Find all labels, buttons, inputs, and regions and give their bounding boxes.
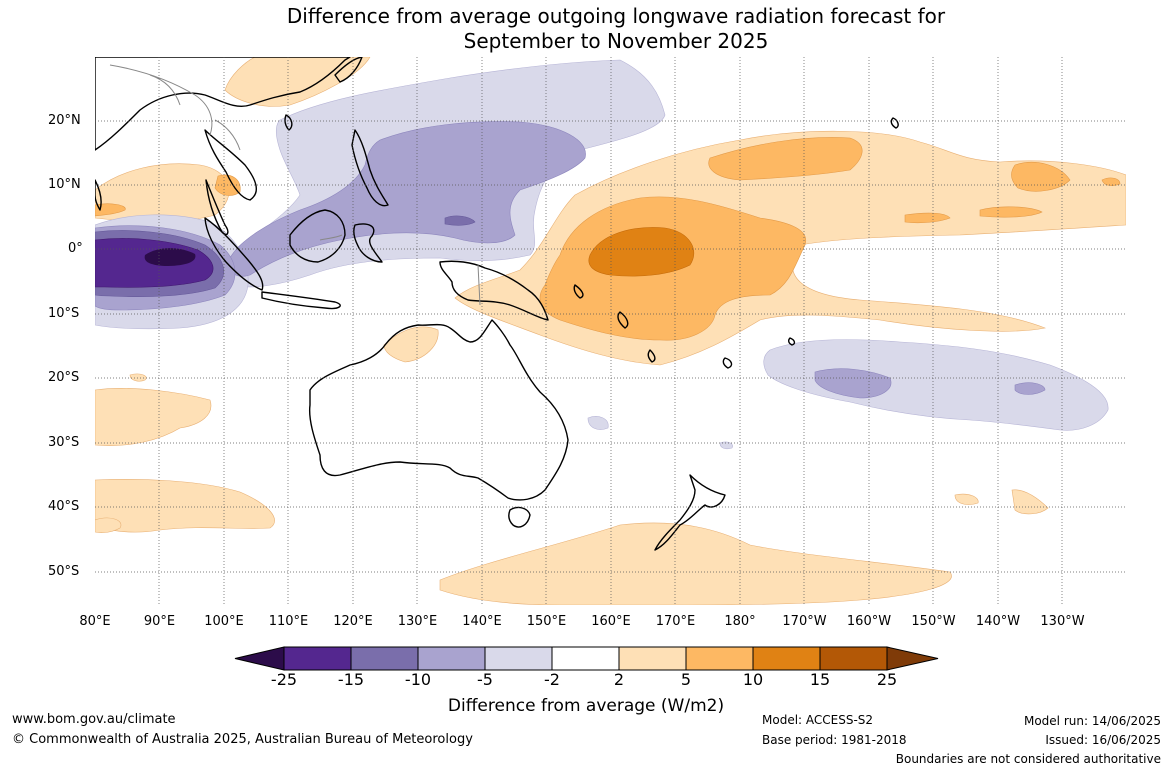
colorbar-swatch bbox=[350, 646, 419, 671]
lat-label-10n: 10°N bbox=[48, 177, 81, 192]
colorbar-swatch bbox=[685, 646, 754, 671]
model-run-text: Model run: 14/06/2025 bbox=[1023, 714, 1161, 728]
coast-malay-peninsula bbox=[205, 179, 229, 236]
country-borders bbox=[109, 64, 481, 306]
lat-label-0: 0° bbox=[68, 241, 83, 256]
colorbar-tick-label: -2 bbox=[544, 670, 560, 689]
lon-label: 130°W bbox=[1040, 614, 1085, 629]
lon-label: 150°E bbox=[526, 614, 567, 629]
graticule bbox=[95, 57, 1126, 605]
colorbar-tick-label: -15 bbox=[337, 670, 365, 689]
colorbar-swatch bbox=[283, 646, 352, 671]
lon-label: 180° bbox=[724, 614, 756, 629]
disclaimer-text: Boundaries are not considered authoritat… bbox=[895, 752, 1161, 766]
lon-label: 110°E bbox=[268, 614, 309, 629]
lon-label: 100°E bbox=[204, 614, 244, 629]
website-text: www.bom.gov.au/climate bbox=[12, 712, 176, 727]
lon-label: 160°E bbox=[591, 614, 631, 629]
colorbar-tick-label: 25 bbox=[876, 670, 898, 689]
colorbar-tick-label: -5 bbox=[477, 670, 493, 689]
colorbar-swatch bbox=[551, 646, 620, 671]
colorbar-tick-label: 5 bbox=[680, 670, 692, 689]
coastlines bbox=[95, 57, 899, 551]
colorbar-tick-label: 10 bbox=[742, 670, 764, 689]
lon-label: 90°E bbox=[143, 614, 176, 629]
map-field bbox=[95, 57, 1126, 605]
colorbar-swatch bbox=[417, 646, 486, 671]
coast-tasmania bbox=[508, 506, 531, 528]
coast-borneo bbox=[289, 209, 346, 263]
coast-philippines bbox=[351, 129, 389, 207]
lon-label: 170°E bbox=[655, 614, 696, 629]
coast-australia bbox=[308, 319, 569, 501]
colorbar-tick-label: 2 bbox=[613, 670, 625, 689]
coast-india bbox=[95, 179, 102, 211]
lat-label-50s: 50°S bbox=[48, 564, 80, 579]
lon-label: 160°W bbox=[846, 614, 892, 629]
colorbar-arrow-low bbox=[234, 646, 285, 671]
colorbar-tick-label: -25 bbox=[270, 670, 298, 689]
colorbar bbox=[234, 646, 939, 671]
copyright-text: © Commonwealth of Australia 2025, Austra… bbox=[12, 732, 473, 747]
coast-java bbox=[261, 291, 341, 310]
model-text: Model: ACCESS-S2 bbox=[762, 713, 874, 727]
lat-label-20n: 20°N bbox=[48, 113, 81, 128]
title-line-1: Difference from average outgoing longwav… bbox=[286, 4, 946, 28]
colorbar-tick-label: 15 bbox=[809, 670, 831, 689]
lon-label: 140°E bbox=[462, 614, 502, 629]
coast-taiwan bbox=[284, 114, 293, 131]
lon-label: 130°E bbox=[397, 614, 438, 629]
lon-label: 120°E bbox=[333, 614, 373, 629]
colorbar-title: Difference from average (W/m2) bbox=[447, 696, 725, 716]
map-title: Difference from average outgoing longwav… bbox=[0, 4, 1173, 54]
colorbar-swatch bbox=[484, 646, 553, 671]
lat-label-20s: 20°S bbox=[48, 370, 80, 385]
positive-anomaly-light bbox=[95, 57, 1126, 605]
coast-sulawesi bbox=[353, 223, 383, 263]
negative-anomaly-core bbox=[144, 248, 196, 266]
coast-se-asia bbox=[95, 57, 351, 151]
lon-label: 170°W bbox=[782, 614, 827, 629]
coast-japan bbox=[334, 57, 363, 83]
lat-label-30s: 30°S bbox=[48, 435, 80, 450]
lat-label-10s: 10°S bbox=[48, 306, 80, 321]
positive-anomaly-strong bbox=[588, 227, 695, 277]
coast-sumatra bbox=[204, 217, 264, 291]
colorbar-arrow-high bbox=[886, 646, 939, 671]
colorbar-swatch bbox=[752, 646, 821, 671]
lat-label-40s: 40°S bbox=[48, 499, 80, 514]
lon-label: 140°W bbox=[975, 614, 1021, 629]
base-period-text: Base period: 1981-2018 bbox=[762, 733, 907, 747]
lon-label: 80°E bbox=[79, 614, 111, 629]
colorbar-swatch bbox=[618, 646, 687, 671]
coast-new-zealand bbox=[654, 474, 726, 551]
coast-new-guinea bbox=[439, 260, 549, 321]
issued-text: Issued: 16/06/2025 bbox=[1045, 733, 1161, 747]
lon-label: 150°W bbox=[911, 614, 956, 629]
coast-indochina bbox=[204, 129, 258, 201]
colorbar-swatch bbox=[819, 646, 888, 671]
title-line-2: September to November 2025 bbox=[463, 29, 769, 53]
colorbar-tick-label: -10 bbox=[404, 670, 432, 689]
